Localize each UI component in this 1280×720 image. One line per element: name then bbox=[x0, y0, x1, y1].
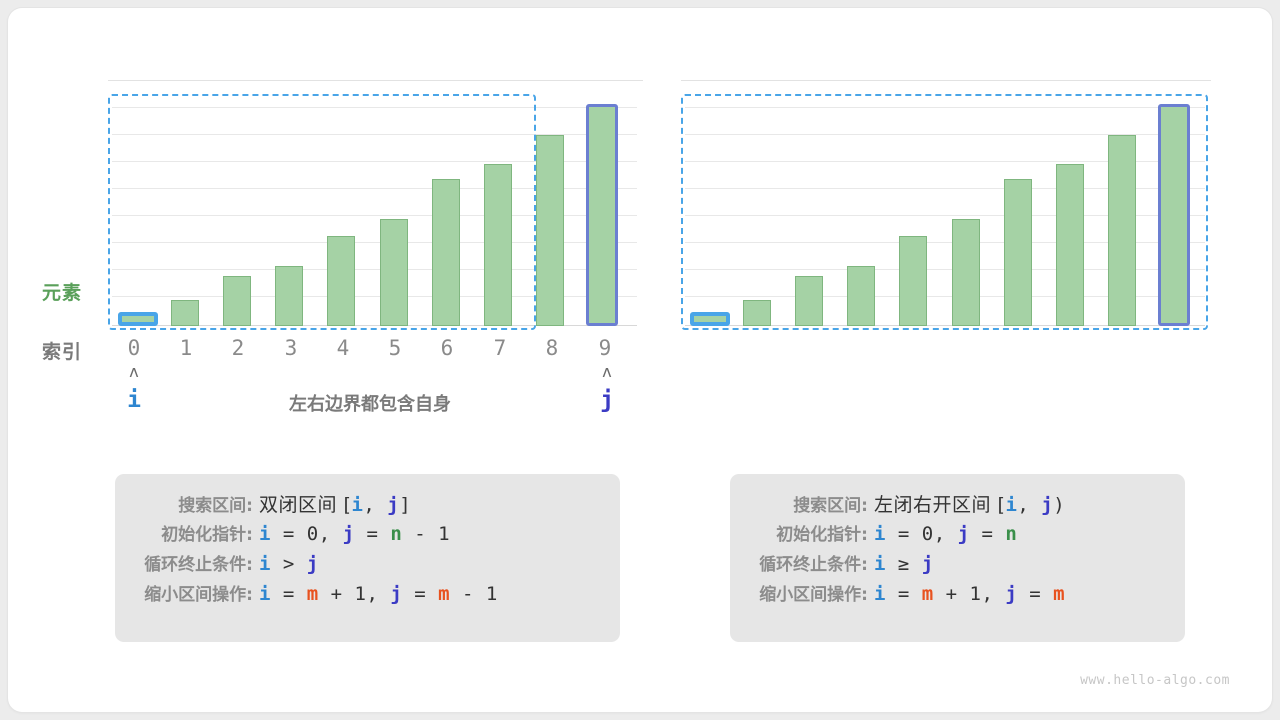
info-value: i > j bbox=[259, 553, 319, 575]
bar-index-3 bbox=[275, 266, 303, 326]
info-key: 搜索区间: bbox=[178, 496, 253, 516]
bar-index-0 bbox=[118, 312, 158, 326]
info-key: 循环终止条件: bbox=[144, 555, 253, 575]
baseline bbox=[112, 325, 637, 326]
gridline bbox=[685, 161, 1205, 162]
gridline bbox=[112, 134, 637, 135]
bar-index-8 bbox=[536, 135, 564, 326]
info-row: 搜索区间: 左闭右开区间 [i, j) bbox=[748, 490, 1163, 520]
figure-card: 元素 索引 0 1 2 3 4 5 6 7 8 9 ʌ i ʌ j 左右边界都包… bbox=[8, 8, 1272, 712]
panel-half-open-interval: 0 1 2 3 4 5 6 7 8 9 10 ʌ i ʌ j 左边界包含自身 右… bbox=[648, 8, 1272, 712]
info-row: 初始化指针: i = 0, j = n - 1 bbox=[133, 520, 598, 550]
label-elements: 元素 bbox=[42, 282, 83, 304]
info-row: 缩小区间操作: i = m + 1, j = m - 1 bbox=[133, 580, 598, 610]
info-value: i = 0, j = n - 1 bbox=[259, 523, 451, 545]
bar-index-0 bbox=[690, 312, 730, 326]
tick-8: 8 bbox=[545, 336, 559, 360]
bar-index-1 bbox=[743, 300, 771, 326]
bar-index-5 bbox=[952, 219, 980, 326]
info-value: i = 0, j = n bbox=[874, 523, 1018, 545]
note-boundary-left: 左右边界都包含自身 bbox=[289, 394, 451, 415]
bar-index-7 bbox=[484, 164, 512, 326]
gridline bbox=[112, 161, 637, 162]
bar-group-left bbox=[112, 98, 637, 326]
pointer-j: j bbox=[600, 387, 614, 413]
watermark: www.hello-algo.com bbox=[1080, 673, 1230, 688]
caret-pointer-i: ʌ bbox=[129, 362, 139, 381]
info-row: 循环终止条件: i > j bbox=[133, 550, 598, 580]
info-key: 搜索区间: bbox=[793, 496, 868, 516]
pointer-i: i bbox=[127, 387, 141, 413]
info-value: 双闭区间 [i, j] bbox=[259, 494, 412, 516]
bar-index-8 bbox=[1108, 135, 1136, 326]
info-value: i ≥ j bbox=[874, 553, 934, 575]
info-key: 循环终止条件: bbox=[759, 555, 868, 575]
tick-3: 3 bbox=[284, 336, 298, 360]
bar-index-2 bbox=[795, 276, 823, 326]
info-row: 缩小区间操作: i = m + 1, j = m bbox=[748, 580, 1163, 610]
gridline bbox=[112, 296, 637, 297]
tick-0: 0 bbox=[127, 336, 141, 360]
bar-index-9 bbox=[586, 104, 618, 326]
gridline bbox=[685, 215, 1205, 216]
info-row: 初始化指针: i = 0, j = n bbox=[748, 520, 1163, 550]
top-axis-rule-right bbox=[681, 80, 1211, 81]
tick-1: 1 bbox=[179, 336, 193, 360]
info-key: 缩小区间操作: bbox=[759, 585, 868, 605]
bar-index-7 bbox=[1056, 164, 1084, 326]
plot-left bbox=[112, 98, 637, 326]
gridline bbox=[685, 269, 1205, 270]
baseline bbox=[685, 325, 1205, 326]
label-index: 索引 bbox=[42, 341, 83, 363]
info-row: 循环终止条件: i ≥ j bbox=[748, 550, 1163, 580]
bar-index-4 bbox=[899, 236, 927, 326]
bar-index-4 bbox=[327, 236, 355, 326]
gridline bbox=[112, 215, 637, 216]
tick-6: 6 bbox=[440, 336, 454, 360]
bar-index-6 bbox=[432, 179, 460, 326]
gridline bbox=[685, 188, 1205, 189]
info-box-right: 搜索区间: 左闭右开区间 [i, j) 初始化指针: i = 0, j = n … bbox=[730, 474, 1185, 642]
gridline bbox=[112, 269, 637, 270]
bar-index-5 bbox=[380, 219, 408, 326]
tick-9: 9 bbox=[598, 336, 612, 360]
tick-5: 5 bbox=[388, 336, 402, 360]
bar-index-3 bbox=[847, 266, 875, 326]
plot-right bbox=[685, 98, 1205, 326]
info-key: 初始化指针: bbox=[161, 525, 253, 545]
gridline bbox=[112, 242, 637, 243]
caret-pointer-j: ʌ bbox=[602, 362, 612, 381]
gridline bbox=[685, 242, 1205, 243]
tick-7: 7 bbox=[493, 336, 507, 360]
bar-index-1 bbox=[171, 300, 199, 326]
bar-group-right bbox=[685, 98, 1205, 326]
info-key: 初始化指针: bbox=[776, 525, 868, 545]
gridline bbox=[685, 107, 1205, 108]
info-row: 搜索区间: 双闭区间 [i, j] bbox=[133, 490, 598, 520]
info-value: i = m + 1, j = m bbox=[874, 583, 1066, 605]
tick-4: 4 bbox=[336, 336, 350, 360]
gridline bbox=[112, 107, 637, 108]
tick-2: 2 bbox=[231, 336, 245, 360]
gridline bbox=[685, 296, 1205, 297]
top-axis-rule-left bbox=[108, 80, 643, 81]
info-value: 左闭右开区间 [i, j) bbox=[874, 494, 1066, 516]
info-box-left: 搜索区间: 双闭区间 [i, j] 初始化指针: i = 0, j = n - … bbox=[115, 474, 620, 642]
info-key: 缩小区间操作: bbox=[144, 585, 253, 605]
gridline bbox=[685, 134, 1205, 135]
bar-index-6 bbox=[1004, 179, 1032, 326]
bar-index-2 bbox=[223, 276, 251, 326]
bar-index-9 bbox=[1158, 104, 1190, 326]
panel-closed-interval: 元素 索引 0 1 2 3 4 5 6 7 8 9 ʌ i ʌ j 左右边界都包… bbox=[8, 8, 648, 712]
gridline bbox=[112, 188, 637, 189]
info-value: i = m + 1, j = m - 1 bbox=[259, 583, 498, 605]
